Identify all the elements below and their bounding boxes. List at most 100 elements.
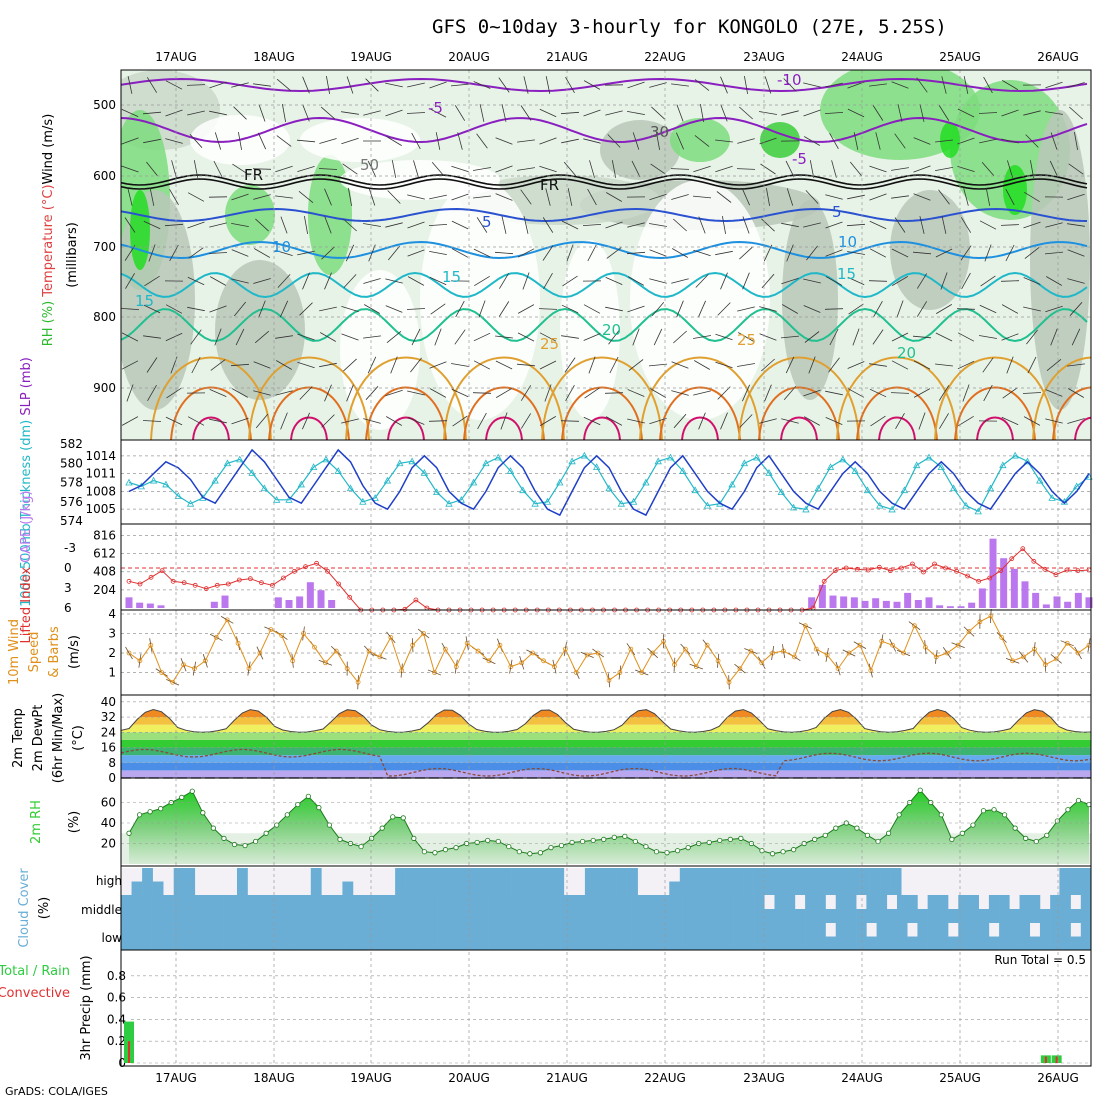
wind-barb (539, 332, 557, 342)
convective-bar (1055, 1056, 1058, 1063)
wind-barb (298, 190, 314, 204)
rh-zone (308, 155, 352, 275)
wind-barb (562, 275, 578, 287)
wind-point (1021, 654, 1026, 660)
rh-point (991, 807, 997, 813)
rh-point (759, 848, 765, 854)
wind-barb (365, 78, 379, 92)
wind-barb (852, 328, 860, 346)
cloud-cell (570, 895, 581, 923)
lifted-point (998, 568, 1004, 574)
wind-barb (671, 390, 689, 396)
wind-barb (873, 301, 883, 317)
wind-barb (282, 104, 286, 122)
wind-barb (326, 76, 330, 94)
isotherm-label: FR (244, 166, 263, 184)
wind-barb (495, 137, 513, 145)
wind-barb (650, 163, 666, 175)
wind-barb (1045, 111, 1063, 115)
rh-point (495, 838, 501, 845)
wind-barb (188, 247, 204, 259)
cloud-cell (284, 923, 295, 950)
cloud-cell (859, 868, 870, 895)
wind-barb (516, 363, 536, 367)
wind-barb (342, 163, 358, 175)
thickness-marker (506, 467, 515, 474)
cloud-level-label: high (96, 874, 122, 888)
cloud-cell (1069, 868, 1081, 895)
wind-barb (165, 304, 183, 314)
wind-barb (628, 359, 644, 371)
rh-point (791, 847, 797, 853)
cloud-cell (627, 868, 638, 895)
wind-barb (561, 138, 579, 144)
wind-barb (451, 388, 469, 398)
cloud-cell (500, 868, 512, 895)
wind-barb (825, 249, 843, 257)
temp-ylabel-line: 2m DewPt (31, 705, 46, 772)
lifted-point (943, 565, 948, 571)
wind-barb (891, 195, 909, 199)
cloud-cell (948, 909, 959, 923)
wind-barb (676, 132, 684, 150)
wind-barb (341, 306, 359, 312)
wind-barb (125, 273, 135, 289)
wind-barb (720, 272, 728, 290)
lifted-point (347, 594, 353, 600)
wind-point (322, 660, 328, 666)
rh-point (738, 835, 744, 841)
cloud-cell (151, 895, 163, 923)
wind-barb (587, 188, 597, 206)
rh-point (727, 836, 733, 843)
wind-barb (829, 133, 839, 149)
cape-bar (914, 600, 922, 608)
wind-barb (785, 160, 795, 178)
wind-point (650, 650, 656, 656)
wind-barb (252, 168, 272, 170)
wind-barb (939, 413, 949, 429)
wind-barb (804, 136, 820, 146)
cloud-cell (1060, 895, 1071, 923)
isotherm-arch (541, 356, 663, 440)
x-tick-label-top: 17AUG (155, 50, 197, 64)
wind-barb (825, 221, 843, 229)
wind-barb (808, 356, 816, 374)
wind-barb (1046, 276, 1062, 286)
isotherm-line (121, 178, 1088, 190)
wind-barb (583, 416, 601, 426)
thickness-marker (1073, 482, 1081, 490)
cloud-cell (386, 895, 397, 923)
wind-barb (671, 278, 689, 284)
wind-barb (781, 110, 799, 116)
wind-barb (722, 216, 726, 234)
rh-point (485, 837, 491, 844)
cloud-cell (345, 923, 357, 950)
cape-bar (221, 595, 229, 608)
wind-barb (912, 335, 932, 339)
wind-barb (341, 111, 359, 115)
wind-barb (1023, 416, 1041, 426)
cloud-cell (202, 895, 214, 923)
isotherm-label: FR (540, 176, 559, 194)
rh-point (126, 830, 132, 836)
wind-barb (916, 273, 928, 289)
wind-barb (847, 108, 865, 118)
wind-barb (231, 278, 249, 284)
wind-barb (428, 224, 448, 226)
cloud-cell (848, 868, 860, 895)
lifted-point (954, 568, 959, 574)
wind-barb (720, 76, 728, 94)
cloud-cell (376, 895, 387, 923)
x-tick-label-bottom: 18AUG (253, 1071, 295, 1085)
temp-bands (121, 709, 1091, 778)
temp-tick: 0 (108, 771, 116, 785)
cape-tick: 612 (93, 547, 116, 561)
cape-bar (274, 597, 282, 608)
wind-barb (406, 308, 426, 310)
wind-barb (1022, 392, 1042, 394)
wind-barb (539, 416, 557, 426)
cloud-cell (437, 895, 449, 923)
wind-barb (1045, 418, 1063, 424)
wind-barb (1001, 80, 1019, 90)
rh-point (263, 830, 269, 836)
